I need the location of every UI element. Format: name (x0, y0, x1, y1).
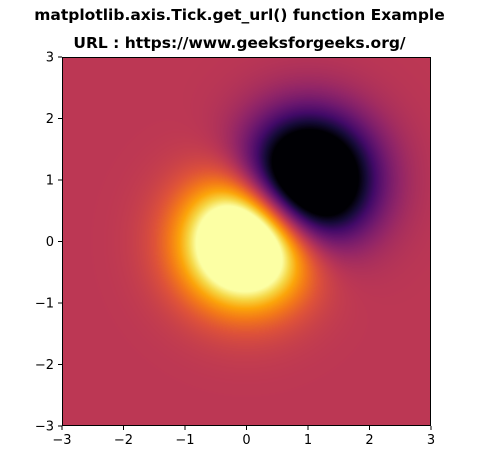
x-tick-label: −2 (114, 433, 133, 448)
y-tick-label: 0 (46, 235, 54, 250)
y-tick-label: 2 (46, 112, 54, 127)
y-tick-label: 1 (46, 174, 54, 189)
y-tick-label: 3 (46, 51, 54, 66)
y-tick-label: −1 (35, 297, 54, 312)
x-tick-label: 2 (365, 433, 373, 448)
y-tick-label: −3 (35, 420, 54, 435)
x-tick-label: 0 (242, 433, 250, 448)
x-tick-label: 3 (427, 433, 435, 448)
y-tick-label: −2 (35, 358, 54, 373)
heatmap-image-container (62, 57, 431, 426)
x-tick-label: −1 (175, 433, 194, 448)
heatmap-canvas (62, 57, 431, 426)
x-tick-label: 1 (304, 433, 312, 448)
x-tick-label: −3 (52, 433, 71, 448)
